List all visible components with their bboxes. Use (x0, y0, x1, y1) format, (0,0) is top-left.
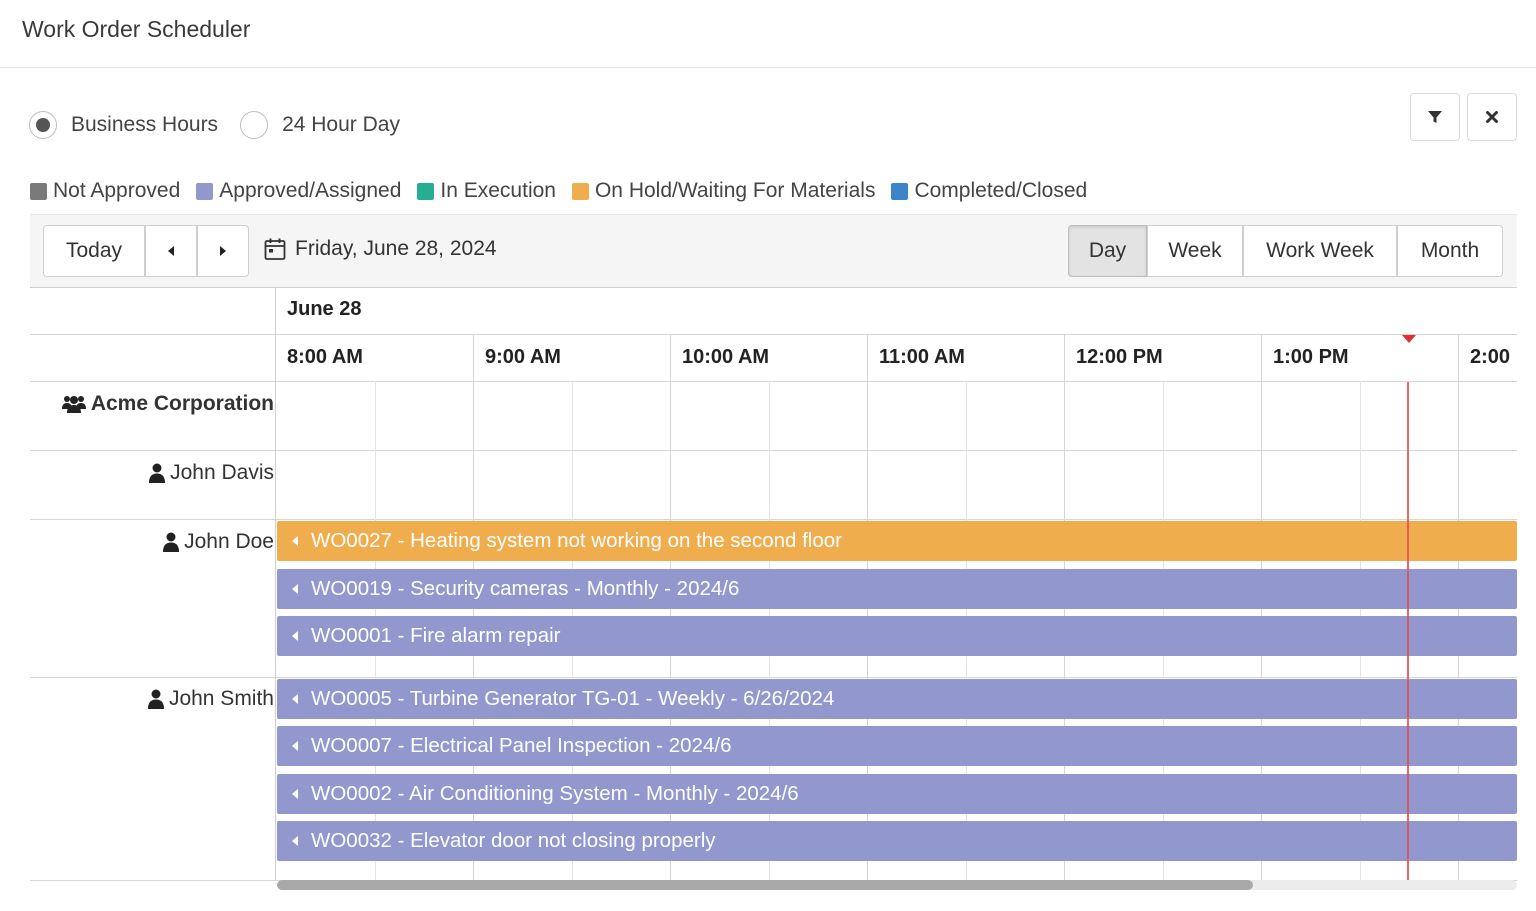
view-day-button[interactable]: Day (1068, 225, 1147, 277)
legend-label: Completed/Closed (914, 179, 1088, 202)
caret-left-icon (291, 788, 299, 800)
close-button[interactable] (1467, 93, 1517, 141)
work-order-event[interactable]: WO0002 - Air Conditioning System - Month… (277, 774, 1517, 814)
grid-line (30, 677, 1517, 678)
user-icon (163, 532, 180, 552)
resource-name: John Doe (184, 530, 274, 553)
horizontal-scrollbar[interactable] (277, 880, 1517, 890)
next-button[interactable] (197, 225, 249, 277)
view-week-button[interactable]: Week (1147, 225, 1243, 277)
caret-left-icon (291, 740, 299, 752)
user-icon (147, 689, 164, 709)
hours-mode-group: Business Hours 24 Hour Day (29, 110, 422, 140)
current-date: Friday, June 28, 2024 (295, 237, 497, 260)
date-picker[interactable]: Friday, June 28, 2024 (264, 237, 497, 261)
today-button[interactable]: Today (43, 225, 145, 277)
resource-john-davis: John Davis (149, 461, 274, 485)
caret-left-icon (291, 535, 299, 547)
time-slot-header: 12:00 PM (1076, 346, 1163, 368)
work-order-event[interactable]: WO0005 - Turbine Generator TG-01 - Weekl… (277, 679, 1517, 719)
previous-button[interactable] (145, 225, 197, 277)
legend-item: On Hold/Waiting For Materials (571, 179, 876, 203)
event-title: WO0032 - Elevator door not closing prope… (311, 829, 716, 852)
user-icon (149, 463, 166, 483)
view-month-button[interactable]: Month (1397, 225, 1503, 277)
legend-swatch (30, 182, 47, 200)
resource-john-smith: John Smith (147, 687, 274, 711)
caret-right-icon (220, 246, 226, 256)
radio-unchecked-icon[interactable] (240, 111, 269, 139)
caret-left-icon (291, 693, 299, 705)
caret-left-icon (291, 835, 299, 847)
legend-item: Approved/Assigned (196, 179, 401, 203)
users-icon (61, 396, 86, 413)
grid-line (30, 519, 1517, 520)
current-time-line (1407, 382, 1409, 880)
time-slot-header: 10:00 AM (682, 346, 770, 368)
legend-item: Completed/Closed (891, 179, 1087, 203)
scrollbar-thumb[interactable] (277, 880, 1253, 890)
current-time-marker (1402, 335, 1416, 343)
legend-item: In Execution (417, 179, 556, 203)
work-order-event[interactable]: WO0001 - Fire alarm repair (277, 616, 1517, 656)
radio-checked-icon[interactable] (29, 111, 57, 139)
legend-label: On Hold/Waiting For Materials (594, 179, 876, 202)
grid-line (30, 334, 1517, 335)
work-order-event[interactable]: WO0027 - Heating system not working on t… (277, 521, 1517, 561)
event-title: WO0002 - Air Conditioning System - Month… (311, 782, 799, 805)
work-order-event[interactable]: WO0019 - Security cameras - Monthly - 20… (277, 569, 1517, 609)
resource-name: John Smith (168, 687, 274, 710)
resource-name: John Davis (170, 461, 274, 484)
24-hour-day-label: 24 Hour Day (282, 113, 400, 136)
scheduler-toolbar: Today Friday, June 28, 2024 Day Week Wor… (30, 214, 1517, 288)
legend-label: In Execution (440, 179, 556, 202)
legend-swatch (891, 182, 909, 200)
legend-swatch (571, 182, 589, 200)
grid-line (30, 450, 1517, 451)
page-header: Work Order Scheduler (0, 0, 1536, 68)
business-hours-label: Business Hours (71, 113, 219, 136)
legend-label: Not Approved (53, 179, 181, 202)
resource-group-acme-corporation: Acme Corporation (61, 392, 274, 416)
resource-john-doe: John Doe (163, 530, 274, 554)
event-title: WO0001 - Fire alarm repair (311, 624, 561, 647)
work-order-event[interactable]: WO0007 - Electrical Panel Inspection - 2… (277, 726, 1517, 766)
time-slot-header: 11:00 AM (879, 346, 965, 368)
status-legend: Not Approved Approved/Assigned In Execut… (30, 178, 1103, 204)
time-slot-header: 9:00 AM (485, 346, 561, 368)
time-slot-header: 8:00 AM (287, 346, 363, 368)
close-icon (1486, 111, 1498, 123)
resource-column-divider (275, 288, 276, 880)
resource-name: Acme Corporation (90, 392, 274, 415)
event-title: WO0019 - Security cameras - Monthly - 20… (311, 577, 740, 600)
time-slot-header: 2:00 (1470, 346, 1511, 368)
scheduler-grid: June 28 8:00 AM 9:00 AM 10:00 AM 11:00 A… (30, 288, 1517, 882)
event-title: WO0007 - Electrical Panel Inspection - 2… (311, 734, 732, 757)
time-slot-header: 1:00 PM (1273, 346, 1349, 368)
filter-button[interactable] (1410, 93, 1460, 141)
legend-swatch (417, 182, 435, 200)
page-title: Work Order Scheduler (22, 16, 251, 42)
business-hours-radio[interactable]: Business Hours (29, 111, 218, 139)
grid-line (30, 381, 1517, 382)
legend-swatch (196, 182, 214, 200)
date-header: June 28 (287, 298, 362, 320)
filter-icon (1428, 111, 1442, 123)
caret-left-icon (291, 583, 299, 595)
legend-label: Approved/Assigned (219, 179, 402, 202)
legend-item: Not Approved (30, 179, 180, 203)
work-order-event[interactable]: WO0032 - Elevator door not closing prope… (277, 821, 1517, 861)
caret-left-icon (291, 630, 299, 642)
caret-left-icon (168, 246, 174, 256)
24-hour-day-radio[interactable]: 24 Hour Day (240, 111, 400, 139)
event-title: WO0005 - Turbine Generator TG-01 - Weekl… (311, 687, 835, 710)
calendar-icon (264, 238, 286, 260)
event-title: WO0027 - Heating system not working on t… (311, 529, 842, 552)
view-work-week-button[interactable]: Work Week (1243, 225, 1397, 277)
